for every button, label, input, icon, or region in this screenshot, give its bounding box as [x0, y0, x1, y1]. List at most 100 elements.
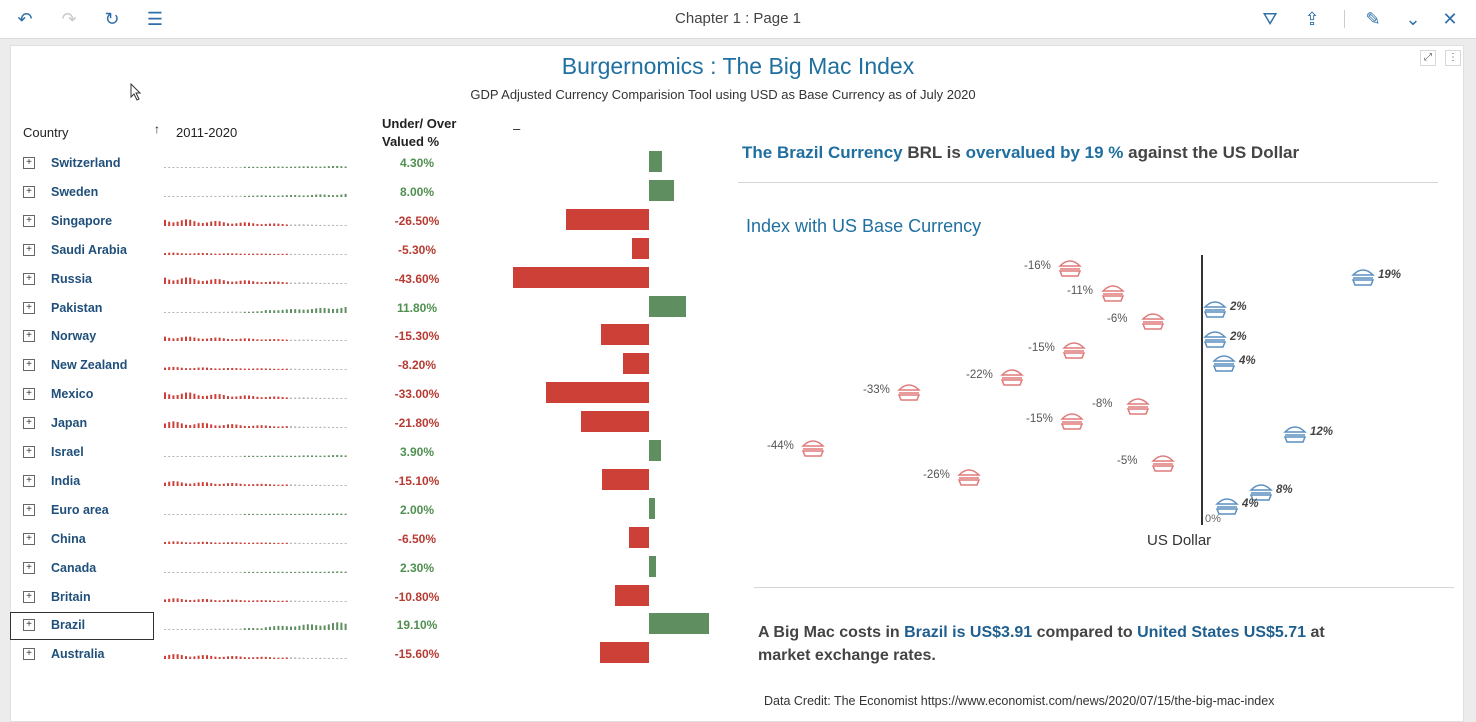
expand-icon[interactable]: +	[23, 446, 35, 458]
outline-icon[interactable]: ☰	[146, 9, 164, 29]
col-header-country[interactable]: Country	[23, 125, 69, 140]
table-row[interactable]: + Singapore -26.50%	[12, 208, 712, 236]
collapse-icon[interactable]: ⌄	[1405, 9, 1421, 29]
valuation-bar[interactable]	[615, 584, 649, 606]
table-row[interactable]: + Japan -21.80%	[12, 410, 712, 438]
valuation-bar[interactable]	[623, 353, 649, 375]
burger-icon[interactable]	[1141, 310, 1165, 332]
table-row[interactable]: + Russia -43.60%	[12, 266, 712, 294]
valuation-bar[interactable]	[649, 613, 709, 635]
valuation-bar[interactable]	[649, 179, 674, 201]
country-name[interactable]: Saudi Arabia	[51, 242, 127, 257]
country-name[interactable]: Singapore	[51, 213, 113, 228]
col-header-valued-line1[interactable]: Under/ Over	[382, 116, 457, 131]
table-row[interactable]: + Mexico -33.00%	[12, 381, 712, 409]
expand-icon[interactable]: +	[23, 532, 35, 545]
country-name[interactable]: Russia	[51, 271, 92, 286]
burger-icon[interactable]	[1058, 257, 1082, 279]
redo-icon[interactable]: ↷	[61, 9, 77, 29]
burger-icon[interactable]	[1351, 266, 1375, 288]
burger-icon[interactable]	[1249, 481, 1273, 503]
expand-icon[interactable]: +	[23, 388, 35, 401]
table-row[interactable]: + New Zealand -8.20%	[12, 352, 712, 380]
valuation-bar[interactable]	[649, 151, 663, 172]
expand-icon[interactable]: +	[23, 619, 35, 632]
share-icon[interactable]: ⇪	[1304, 9, 1320, 29]
expand-icon[interactable]: ⤢	[1420, 50, 1436, 66]
burger-icon[interactable]	[1101, 282, 1125, 304]
burger-icon[interactable]	[1126, 395, 1150, 417]
burger-icon[interactable]	[801, 437, 825, 459]
expand-icon[interactable]: +	[23, 214, 35, 227]
expand-icon[interactable]: +	[23, 272, 35, 285]
valuation-bar[interactable]	[649, 440, 662, 461]
country-name[interactable]: Euro area	[51, 502, 109, 517]
table-row[interactable]: + India -15.10%	[12, 468, 712, 496]
valuation-bar[interactable]	[649, 295, 686, 317]
burger-icon[interactable]	[1283, 423, 1307, 445]
valuation-bar[interactable]	[601, 468, 649, 490]
country-name[interactable]: Australia	[51, 647, 105, 662]
table-row[interactable]: + Pakistan 11.80%	[12, 295, 712, 323]
burger-icon[interactable]	[957, 466, 981, 488]
close-icon[interactable]: ✕	[1442, 9, 1458, 29]
valuation-bar[interactable]	[632, 237, 649, 259]
more-options-icon[interactable]: ⋮	[1445, 50, 1461, 66]
expand-icon[interactable]: +	[23, 330, 35, 343]
table-row[interactable]: + Norway -15.30%	[12, 323, 712, 351]
edit-icon[interactable]: ✎	[1365, 9, 1381, 29]
expand-icon[interactable]: +	[23, 157, 35, 169]
burger-icon[interactable]	[1203, 298, 1227, 320]
country-name[interactable]: Sweden	[51, 184, 99, 199]
valuation-bar[interactable]	[512, 266, 649, 288]
country-name[interactable]: New Zealand	[51, 358, 128, 373]
table-row[interactable]: + Israel 3.90%	[12, 439, 712, 467]
burger-icon[interactable]	[1212, 352, 1236, 374]
col-header-valued-line2[interactable]: Valued %	[382, 134, 440, 149]
filter-icon[interactable]: ⛛	[1262, 9, 1278, 29]
burger-icon[interactable]	[1203, 328, 1227, 350]
valuation-bar[interactable]	[628, 526, 649, 548]
sort-arrow-icon[interactable]: ↑	[154, 122, 160, 136]
country-name[interactable]: Britain	[51, 589, 91, 604]
country-name[interactable]: Norway	[51, 329, 97, 344]
expand-icon[interactable]: +	[23, 185, 35, 198]
country-name[interactable]: China	[51, 531, 86, 546]
valuation-bar[interactable]	[601, 324, 649, 346]
expand-icon[interactable]: +	[23, 474, 35, 487]
valuation-bar[interactable]	[566, 208, 649, 230]
expand-icon[interactable]: +	[23, 561, 35, 574]
undo-icon[interactable]: ↶	[17, 9, 33, 29]
col-header-trend[interactable]: 2011-2020	[176, 125, 238, 140]
expand-icon[interactable]: +	[23, 590, 35, 603]
valuation-bar[interactable]	[600, 642, 649, 664]
valuation-bar[interactable]	[546, 382, 649, 404]
table-row[interactable]: + Brazil 19.10%	[10, 612, 712, 641]
valuation-bar[interactable]	[649, 497, 656, 519]
valuation-bar[interactable]	[649, 555, 657, 577]
table-row[interactable]: + Canada 2.30%	[12, 555, 712, 583]
country-name[interactable]: Switzerland	[51, 156, 121, 170]
table-row[interactable]: + Euro area 2.00%	[12, 497, 712, 525]
country-name[interactable]: Canada	[51, 560, 97, 575]
burger-icon[interactable]	[1215, 495, 1239, 517]
country-name[interactable]: Japan	[51, 416, 88, 431]
table-row[interactable]: + Switzerland 4.30%	[12, 150, 712, 178]
burger-icon[interactable]	[1000, 366, 1024, 388]
country-name[interactable]: Brazil	[51, 618, 86, 633]
table-row[interactable]: + Sweden 8.00%	[12, 179, 712, 207]
burger-icon[interactable]	[1060, 410, 1084, 432]
country-name[interactable]: Pakistan	[51, 300, 103, 315]
valuation-bar[interactable]	[580, 411, 649, 433]
table-row[interactable]: + China -6.50%	[12, 526, 712, 554]
expand-icon[interactable]: +	[23, 301, 35, 314]
refresh-icon[interactable]: ↻	[104, 9, 120, 29]
country-name[interactable]: India	[51, 473, 81, 488]
expand-icon[interactable]: +	[23, 417, 35, 430]
table-row[interactable]: + Britain -10.80%	[12, 584, 712, 612]
expand-icon[interactable]: +	[23, 648, 35, 661]
expand-icon[interactable]: +	[23, 503, 35, 516]
expand-icon[interactable]: +	[23, 243, 35, 256]
country-name[interactable]: Israel	[51, 445, 84, 459]
table-row[interactable]: + Saudi Arabia -5.30%	[12, 237, 712, 265]
